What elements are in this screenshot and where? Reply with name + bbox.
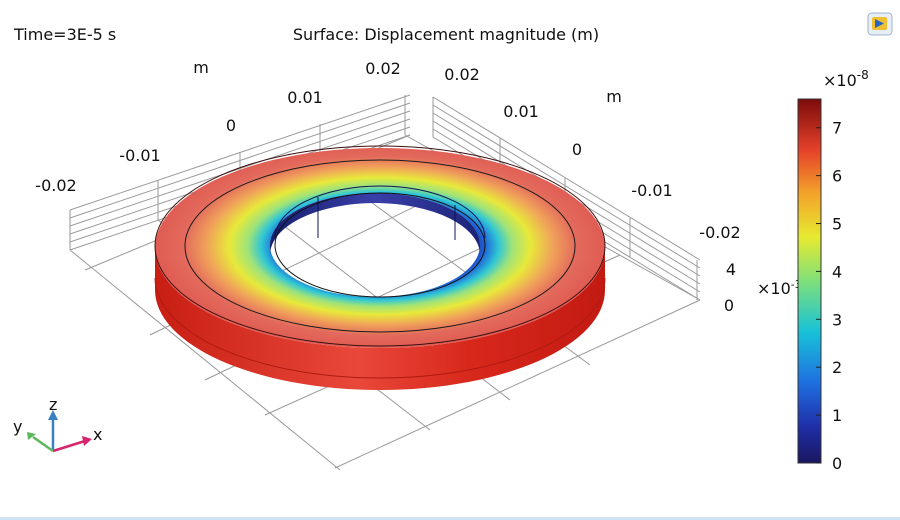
x-axis-arrow — [52, 439, 86, 453]
y-tick: -0.01 — [631, 181, 672, 200]
colorbar: ×10-8 7 6 5 4 3 2 1 0 — [797, 68, 869, 473]
triad-x-label: x — [93, 425, 102, 444]
left-axis-ticks: m 0.02 0.01 0 -0.01 -0.02 — [35, 58, 401, 195]
comsol-logo-icon[interactable] — [867, 12, 893, 36]
axis-triad: z x y — [13, 395, 102, 453]
x-tick: -0.01 — [119, 146, 160, 165]
colorbar-tick-label: 5 — [832, 215, 842, 234]
colorbar-ticks: 7 6 5 4 3 2 1 0 — [816, 119, 842, 473]
window-bottom-border — [0, 517, 900, 520]
colorbar-tick-label: 0 — [832, 454, 842, 473]
x-tick: 0 — [226, 116, 236, 135]
z-tick: 4 — [726, 260, 736, 279]
y-axis-arrow — [32, 435, 54, 453]
colorbar-tick-label: 7 — [832, 119, 842, 138]
y-tick: 0.01 — [503, 102, 539, 121]
colorbar-tick-label: 2 — [832, 358, 842, 377]
x-axis-unit: m — [193, 58, 209, 77]
y-tick: -0.02 — [699, 223, 740, 242]
right-axis-ticks: m 0.02 0.01 0 -0.01 -0.02 4 0 ×10-3m — [444, 65, 819, 315]
colorbar-multiplier: ×10-8 — [823, 68, 869, 90]
colorbar-tick-label: 3 — [832, 310, 842, 329]
z-tick: 0 — [724, 296, 734, 315]
colorbar-gradient — [797, 98, 822, 464]
colorbar-tick-label: 1 — [832, 406, 842, 425]
x-tick: 0.01 — [287, 88, 323, 107]
triad-z-label: z — [49, 395, 57, 414]
y-tick: 0.02 — [444, 65, 480, 84]
time-label: Time=3E-5 s — [13, 25, 116, 44]
x-tick: -0.02 — [35, 176, 76, 195]
colorbar-tick-label: 6 — [832, 167, 842, 186]
plot-title: Surface: Displacement magnitude (m) — [293, 25, 599, 44]
ring-body — [154, 145, 606, 390]
x-tick: 0.02 — [365, 59, 401, 78]
colorbar-tick-label: 4 — [832, 262, 842, 281]
y-axis-unit: m — [606, 87, 622, 106]
triad-y-label: y — [13, 417, 22, 436]
y-tick: 0 — [572, 140, 582, 159]
